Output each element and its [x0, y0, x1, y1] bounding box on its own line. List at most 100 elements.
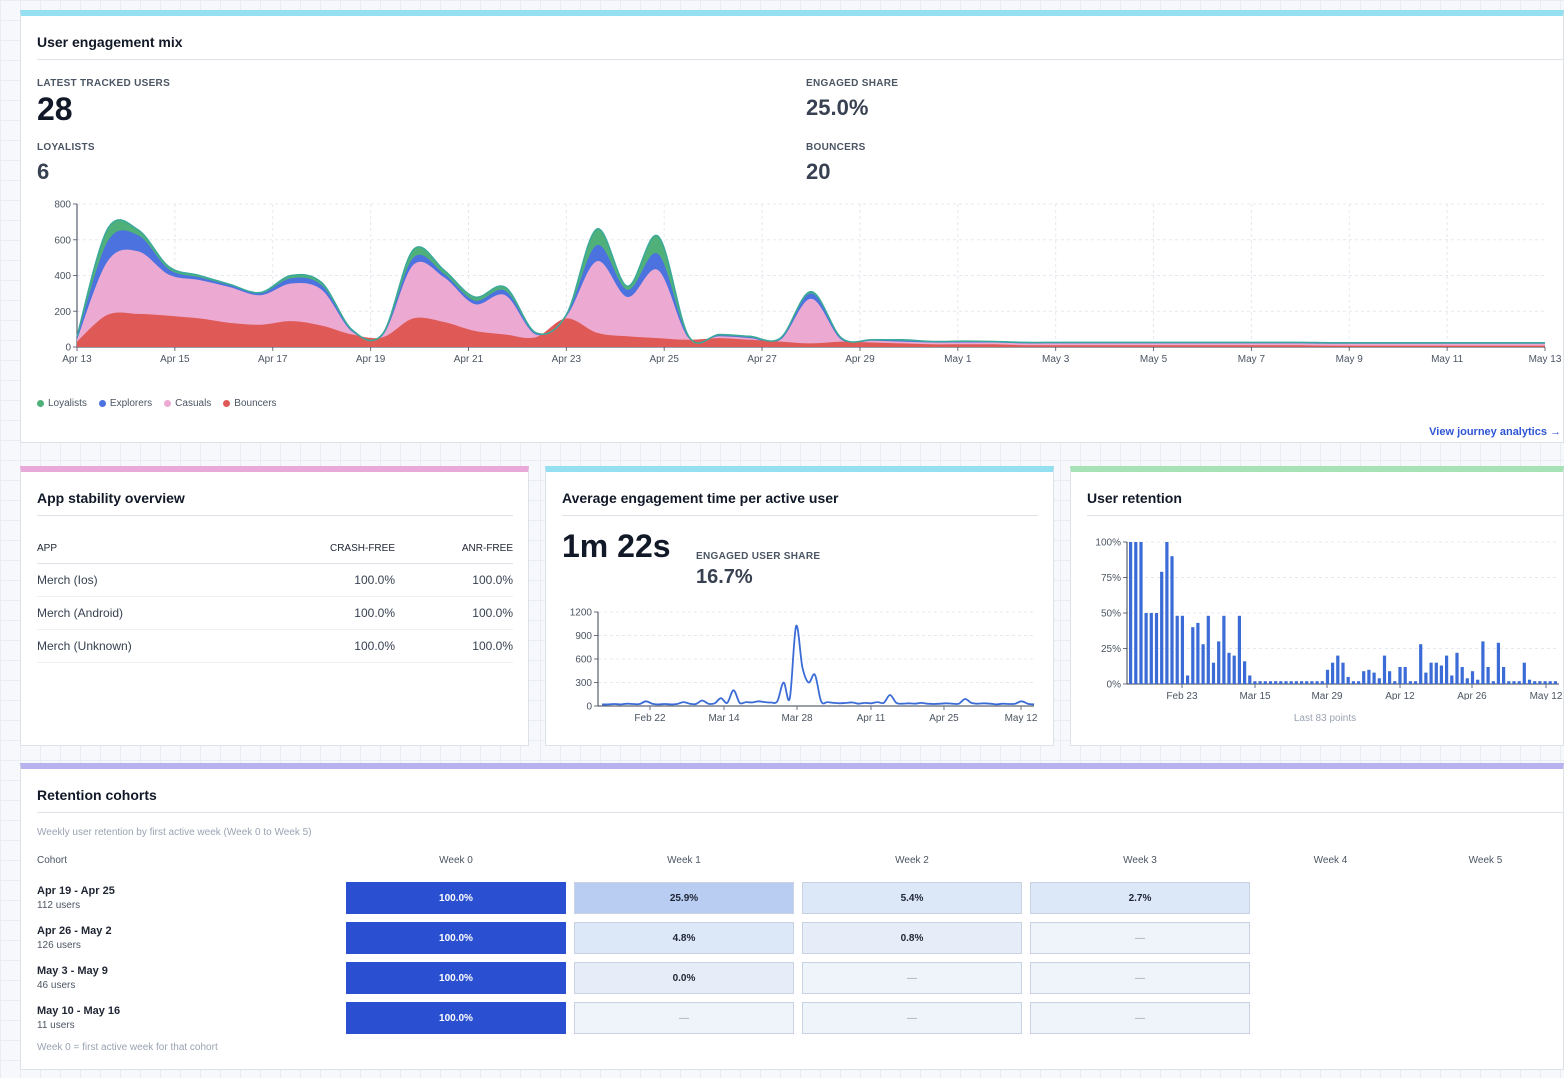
engage-xtick-label: Apr 23 — [552, 354, 582, 365]
line-xtick-label: May 12 — [1005, 713, 1038, 724]
retention-bar — [1315, 681, 1319, 684]
engage-xtick-label: May 3 — [1042, 354, 1070, 365]
cohort-cell: — — [802, 1002, 1022, 1034]
bouncers-value: 20 — [806, 159, 831, 184]
explorers-dot-icon — [98, 400, 106, 407]
cohort-users: 46 users — [37, 980, 76, 991]
retention-xtick-label: Apr 26 — [1457, 691, 1487, 700]
retention-card: User retention 0% 25% 50% 75% 100% Feb 23 Mar … — [1070, 466, 1564, 746]
col-anr-free: ANR-FREE — [461, 543, 513, 554]
line-xtick-label: Apr 25 — [929, 713, 959, 724]
retention-bar — [1206, 615, 1210, 684]
cohort-cell: — — [802, 962, 1022, 994]
crash-free-value: 100.0% — [354, 639, 395, 653]
engage-ytick-label: 800 — [54, 200, 71, 211]
retention-bar — [1211, 662, 1216, 684]
retention-bar — [1134, 542, 1138, 684]
line-ytick-label: 300 — [575, 678, 592, 689]
col-crash-free: CRASH-FREE — [329, 543, 395, 554]
retention-bar — [1310, 681, 1314, 684]
retention-bar — [1144, 613, 1148, 684]
engagement-time-line — [601, 625, 1035, 706]
retention-bar — [1496, 642, 1500, 684]
retention-xtick-label: Apr 12 — [1385, 691, 1415, 700]
retention-bar — [1160, 571, 1164, 684]
cohort-cell: — — [1030, 1002, 1250, 1034]
retention-bar — [1491, 681, 1495, 684]
retention-xtick-label: Mar 29 — [1311, 691, 1343, 700]
legend-loyalists-label: Loyalists — [48, 398, 87, 409]
retention-bar — [1248, 675, 1252, 684]
engaged-user-share-value: 16.7% — [696, 566, 753, 588]
stability-card: App stability overview APP CRASH-FREE AN… — [20, 466, 529, 746]
retention-xtick-label: May 12 — [1530, 691, 1563, 700]
retention-bar — [1527, 679, 1532, 684]
retention-bar — [1186, 675, 1190, 684]
engage-ytick-label: 0 — [65, 343, 71, 354]
retention-bar — [1512, 681, 1516, 684]
retention-title: User retention — [1087, 490, 1182, 506]
cohort-cell: — — [1030, 962, 1250, 994]
latest-users-value: 28 — [37, 91, 73, 127]
cohorts-card: Retention cohorts Weekly user retention … — [20, 763, 1564, 1070]
view-journey-analytics-link[interactable]: View journey analytics → — [1429, 426, 1561, 438]
cohort-cell: 4.8% — [574, 922, 794, 954]
retention-ytick-label: 50% — [1101, 609, 1121, 620]
cohorts-subtitle: Weekly user retention by first active we… — [37, 827, 312, 838]
retention-bar — [1408, 681, 1412, 684]
retention-ytick-label: 25% — [1101, 644, 1121, 655]
avg-time-card: Average engagement time per active user … — [545, 466, 1054, 746]
avg-time-title: Average engagement time per active user — [562, 490, 839, 506]
cohort-users: 11 users — [37, 1020, 75, 1031]
crash-free-value: 100.0% — [354, 573, 395, 587]
engage-xtick-label: Apr 25 — [649, 354, 679, 365]
retention-bar — [1548, 681, 1552, 684]
retention-bar — [1419, 644, 1423, 684]
cohort-cell: 25.9% — [574, 882, 794, 914]
line-xtick-label: Apr 11 — [857, 713, 886, 724]
retention-ytick-label: 100% — [1095, 538, 1121, 549]
retention-bar — [1357, 681, 1361, 684]
cohort-name: May 3 - May 9 — [37, 965, 108, 977]
retention-bar — [1533, 681, 1537, 684]
bouncers-label: BOUNCERS — [806, 142, 866, 153]
retention-bar — [1154, 613, 1159, 684]
engaged-share-value: 25.0% — [806, 95, 869, 120]
table-row: Merch (Unknown) 100.0% 100.0% — [37, 630, 513, 663]
cohort-name: Apr 26 - May 2 — [37, 925, 112, 937]
retention-bar — [1502, 667, 1506, 684]
retention-bar — [1139, 542, 1143, 684]
retention-bar — [1294, 681, 1298, 684]
retention-bar — [1507, 681, 1511, 684]
retention-bar — [1274, 681, 1278, 684]
retention-bar — [1367, 669, 1371, 684]
retention-bar — [1424, 672, 1428, 684]
retention-bar — [1268, 681, 1273, 684]
retention-bar — [1543, 681, 1547, 684]
stability-title: App stability overview — [37, 490, 185, 506]
retention-bar — [1377, 678, 1381, 684]
app-name: Merch (Android) — [37, 606, 124, 620]
week-header: Week 5 — [1468, 855, 1503, 866]
line-ytick-label: 0 — [586, 702, 592, 713]
retention-bar — [1331, 662, 1335, 684]
retention-bar — [1439, 665, 1443, 684]
retention-bar — [1398, 667, 1402, 684]
retention-bar — [1486, 667, 1490, 684]
retention-bar — [1346, 676, 1350, 684]
cohort-cell: 0.0% — [574, 962, 794, 994]
cohort-cell: 5.4% — [802, 882, 1022, 914]
week-header: Week 3 — [1123, 855, 1157, 866]
stability-divider — [37, 515, 513, 516]
retention-bar — [1284, 681, 1288, 684]
retention-bar — [1481, 641, 1485, 684]
loyalists-dot-icon — [37, 400, 44, 407]
retention-bar — [1382, 655, 1387, 684]
retention-bar — [1279, 681, 1283, 684]
engage-xtick-label: May 11 — [1431, 354, 1463, 365]
avg-time-line-chart: 0 300 600 900 1200 Feb 22 Mar 14 Mar 28 Apr 11 Ap… — [570, 608, 1038, 725]
area-bouncers — [77, 312, 1545, 347]
casuals-dot-icon — [164, 400, 172, 407]
retention-bar — [1258, 681, 1262, 684]
engage-xtick-label: May 13 — [1529, 354, 1562, 365]
